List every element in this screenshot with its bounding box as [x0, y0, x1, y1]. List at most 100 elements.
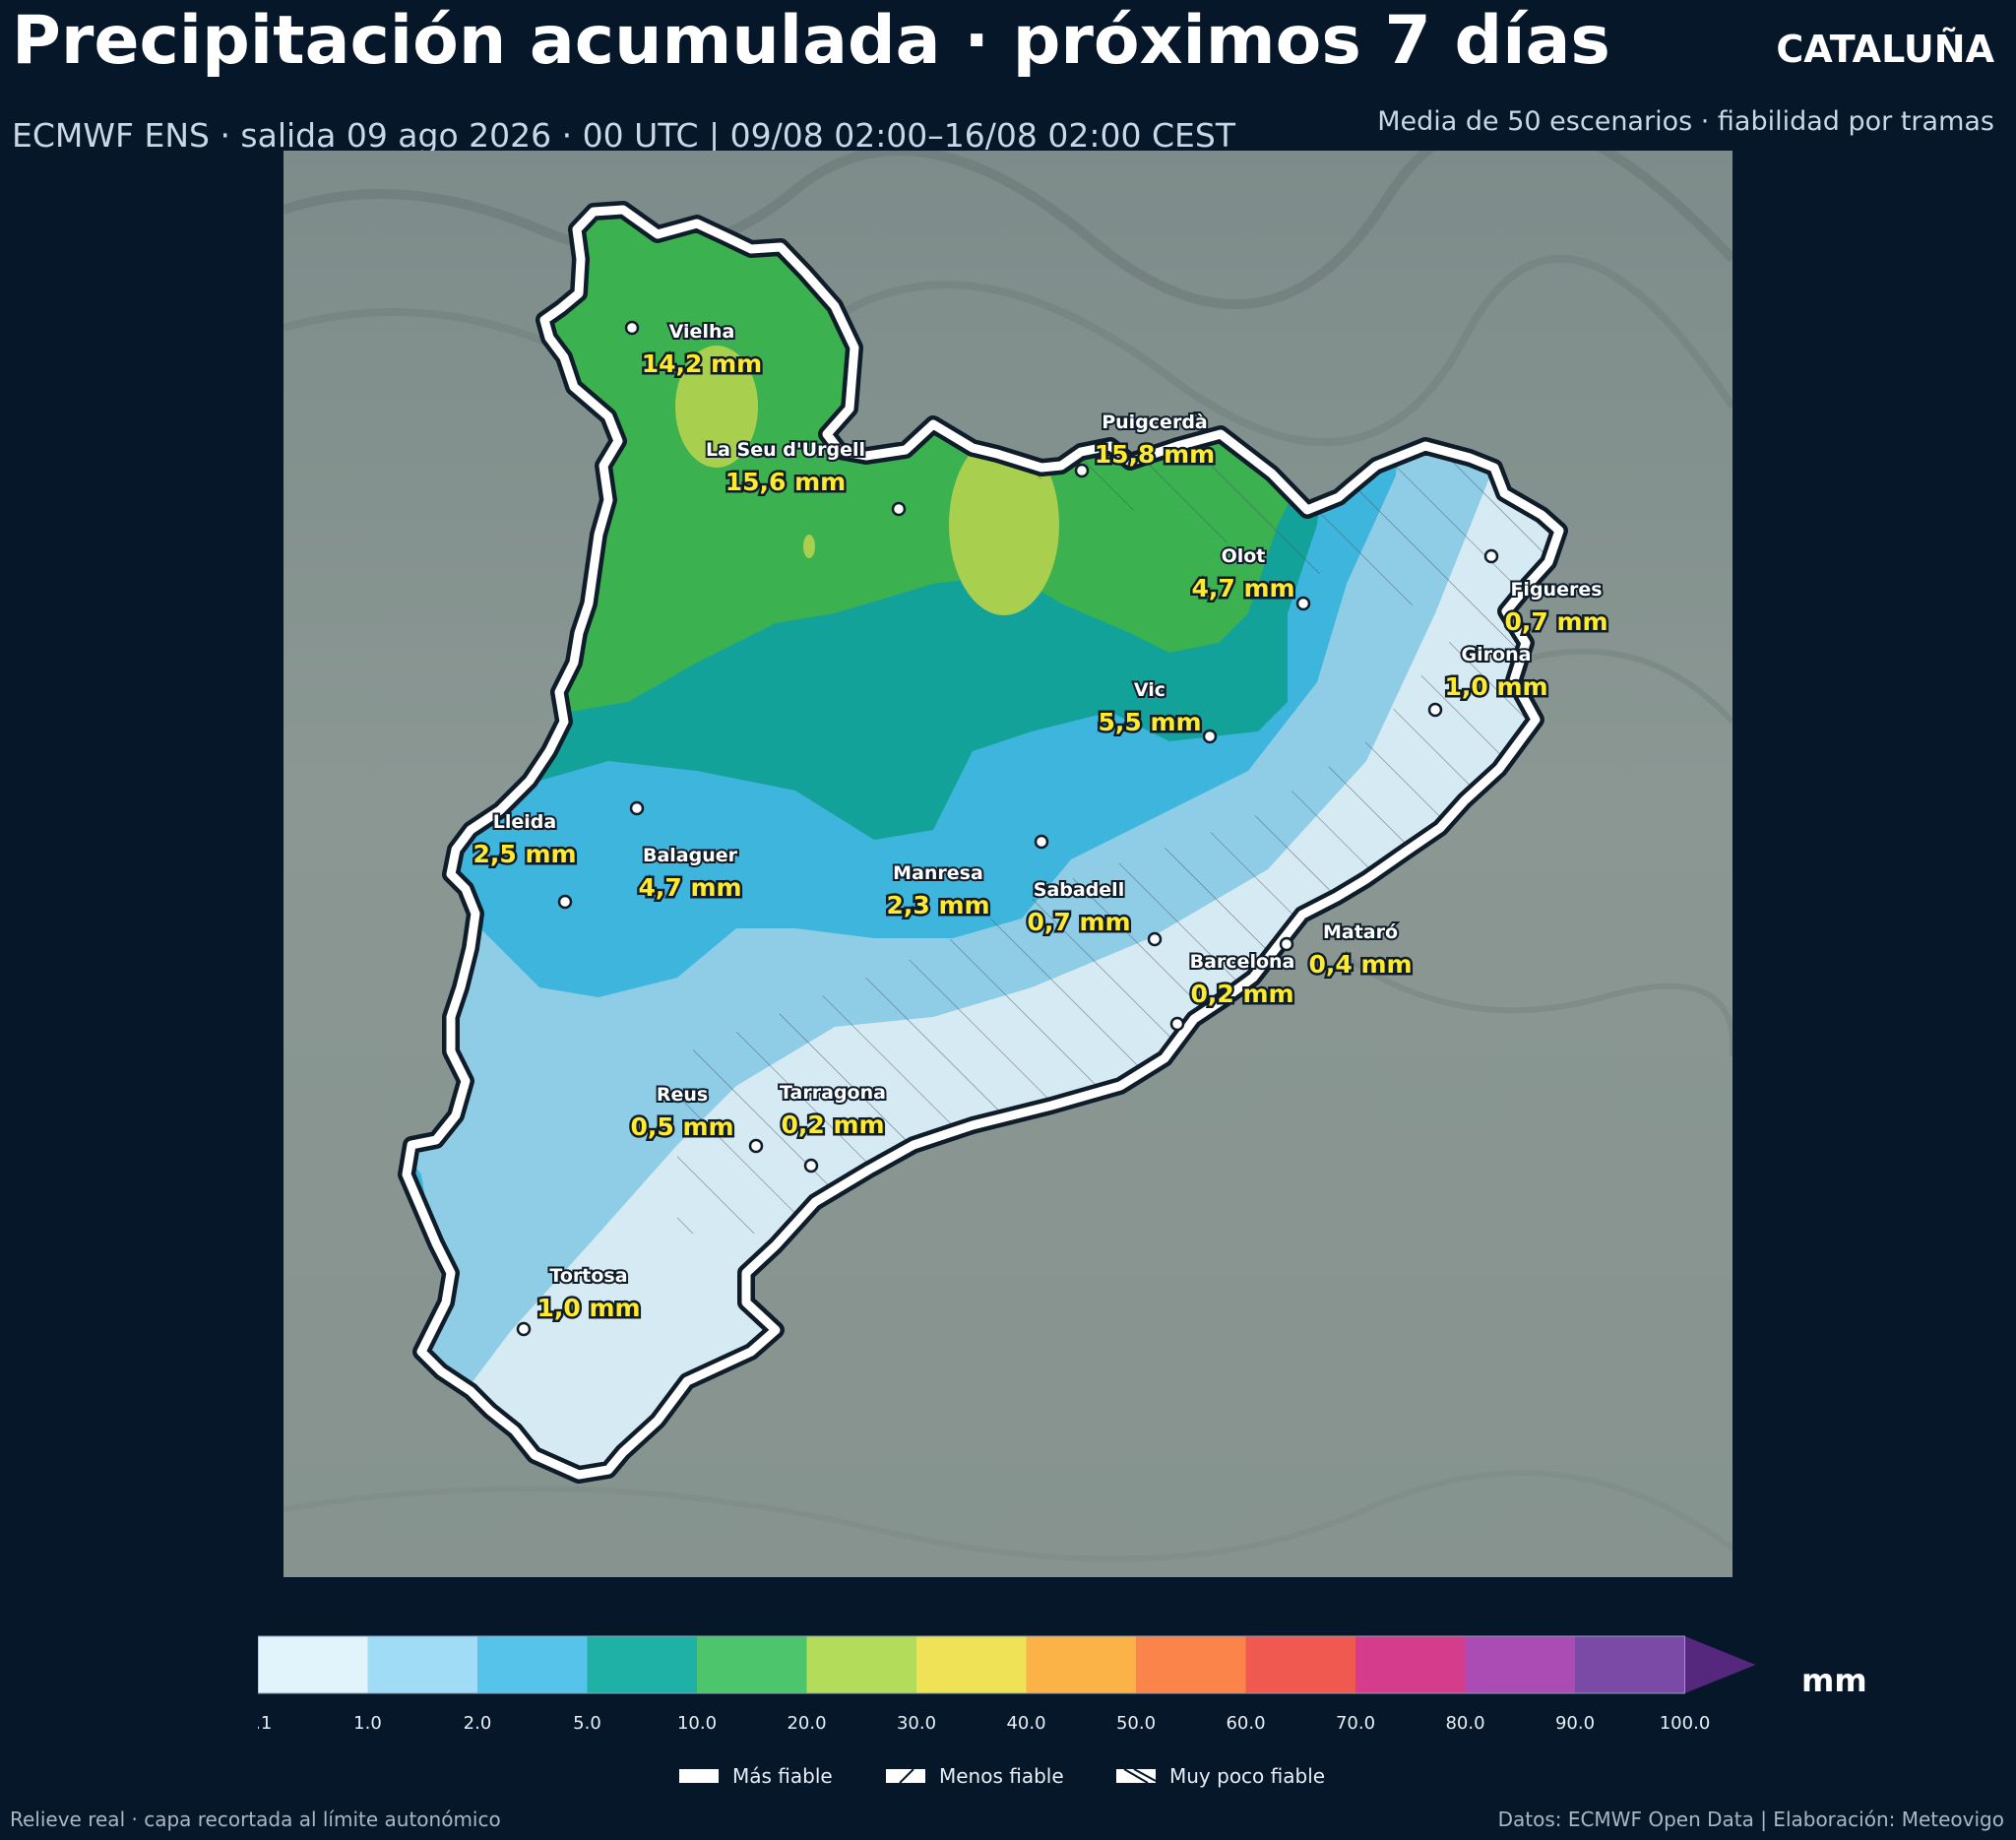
legend-label: Muy poco fiable — [1169, 1764, 1326, 1788]
city-name: Balaguer — [643, 845, 738, 866]
city-marker: Balaguer 4,7 mm — [629, 800, 744, 905]
legend-item-solid: Más fiable — [679, 1760, 833, 1792]
city-marker: Tarragona 0,2 mm — [778, 1080, 888, 1174]
city-precip-value: 5,5 mm — [1098, 708, 1201, 736]
colorbar-extend-arrow — [1684, 1636, 1756, 1693]
colorbar-tick-label: 100.0 — [1660, 1713, 1711, 1734]
colorbar-frame — [258, 1635, 1685, 1694]
cross-hatch-swatch — [1116, 1769, 1156, 1783]
city-name: Reus — [657, 1084, 708, 1106]
city-precip-value: 2,5 mm — [472, 840, 576, 868]
city-marker: Tortosa 1,0 mm — [516, 1263, 643, 1337]
colorbar-tick-label: 60.0 — [1226, 1713, 1265, 1734]
city-marker: Vielha 14,2 mm — [624, 319, 765, 381]
legend-label: Más fiable — [732, 1764, 833, 1788]
city-precip-value: 1,0 mm — [1444, 672, 1547, 701]
city-dot — [1483, 548, 1499, 564]
city-name: Mataró — [1323, 921, 1398, 943]
colorbar-cell — [258, 1636, 368, 1693]
city-precip-value: 2,3 mm — [886, 891, 989, 920]
city-name: Girona — [1462, 644, 1532, 666]
city-dot — [1427, 702, 1443, 718]
city-precip-value: 15,8 mm — [1095, 440, 1216, 469]
city-name: Tarragona — [780, 1082, 886, 1104]
city-dot — [1169, 1016, 1185, 1032]
city-precip-value: 0,2 mm — [781, 1110, 884, 1139]
city-marker: Puigcerdà 15,8 mm — [1074, 410, 1218, 478]
city-precip-value: 0,4 mm — [1308, 950, 1412, 979]
city-precip-value: 0,7 mm — [1504, 607, 1607, 636]
city-name: Vielha — [669, 321, 735, 343]
colorbar-cell — [477, 1636, 588, 1693]
city-dot — [803, 1158, 819, 1174]
city-marker: Lleida 2,5 mm — [471, 809, 579, 910]
city-precip-value: 15,6 mm — [725, 468, 847, 496]
city-name: Tortosa — [549, 1265, 627, 1287]
city-layer: Vielha 14,2 mm Puigcerdà 15,8 mm La Seu d'Ur… — [471, 319, 1610, 1337]
colorbar-tick-label: 5.0 — [573, 1713, 601, 1734]
colorbar-tick-label: 80.0 — [1445, 1713, 1484, 1734]
region-border — [402, 205, 1564, 1480]
city-dot — [1279, 936, 1294, 952]
city-dot — [629, 800, 645, 816]
city-marker: Girona 1,0 mm — [1427, 642, 1550, 718]
colorbar-tick-label: 70.0 — [1336, 1713, 1375, 1734]
city-name: Manresa — [893, 862, 983, 884]
city-dot — [1202, 729, 1218, 744]
colorbar-cell — [697, 1636, 807, 1693]
city-marker: Vic 5,5 mm — [1096, 677, 1218, 744]
city-name: Sabadell — [1034, 879, 1124, 901]
city-name: Vic — [1134, 679, 1166, 701]
city-marker: Reus 0,5 mm — [628, 1082, 764, 1154]
city-marker: Figueres 0,7 mm — [1483, 548, 1610, 639]
footer-credits: Datos: ECMWF Open Data | Elaboración: Me… — [1497, 1808, 2004, 1831]
legend-label: Menos fiable — [939, 1764, 1064, 1788]
city-name: Barcelona — [1190, 951, 1295, 973]
colorbar-cell — [806, 1636, 917, 1693]
precipitation-map: Vielha 14,2 mm Puigcerdà 15,8 mm La Seu d'Ur… — [284, 151, 1732, 1577]
city-precip-value: 0,7 mm — [1027, 908, 1130, 936]
colorbar: 0.1 1.0 2.0 5.0 10.0 20.0 30.0 40.0 50.0 60.0 70.0… — [258, 1635, 1756, 1734]
region-name: CATALUÑA — [1776, 28, 1994, 71]
city-name: La Seu d'Urgell — [706, 439, 865, 461]
city-precip-value: 0,2 mm — [1190, 980, 1293, 1008]
city-dot — [891, 501, 907, 517]
colorbar-tick-label: 1.0 — [353, 1713, 382, 1734]
colorbar-tick-label: 20.0 — [787, 1713, 826, 1734]
legend-item-cross-hatch: Muy poco fiable — [1116, 1760, 1325, 1792]
city-dot — [624, 320, 640, 336]
colorbar-cell — [367, 1636, 478, 1693]
city-precip-value: 0,5 mm — [630, 1112, 733, 1141]
colorbar-cell — [916, 1636, 1027, 1693]
city-precip-value: 4,7 mm — [638, 873, 741, 902]
city-marker: La Seu d'Urgell 15,6 mm — [704, 437, 907, 517]
colorbar-tick-label: 90.0 — [1555, 1713, 1595, 1734]
city-name: Puigcerdà — [1102, 412, 1208, 433]
city-dot — [1074, 463, 1090, 478]
colorbar-cell — [1245, 1636, 1356, 1693]
colorbar-cell — [587, 1636, 698, 1693]
solid-swatch — [679, 1769, 719, 1783]
map-subtitle: ECMWF ENS · salida 09 ago 2026 · 00 UTC … — [12, 116, 1235, 155]
city-name: Lleida — [493, 811, 556, 833]
colorbar-tick-label: 40.0 — [1006, 1713, 1045, 1734]
city-precip-value: 4,7 mm — [1191, 574, 1294, 603]
colorbar-cell — [1136, 1636, 1246, 1693]
city-marker: Manresa 2,3 mm — [884, 834, 1049, 922]
colorbar-tick-label: 0.1 — [258, 1713, 272, 1734]
city-precip-value: 14,2 mm — [642, 349, 763, 378]
hatch-swatch — [886, 1769, 925, 1783]
colorbar-unit: mm — [1801, 1662, 1867, 1699]
city-dot — [557, 894, 573, 910]
city-precip-value: 1,0 mm — [536, 1294, 640, 1322]
city-dot — [516, 1321, 532, 1337]
map-title: Precipitación acumulada · próximos 7 día… — [12, 2, 1610, 80]
colorbar-cell — [1465, 1636, 1576, 1693]
colorbar-cell — [1575, 1636, 1685, 1693]
city-dot — [1147, 931, 1163, 947]
city-marker: Barcelona 0,2 mm — [1169, 949, 1296, 1032]
footer-relief-note: Relieve real · capa recortada al límite … — [10, 1808, 501, 1831]
city-name: Figueres — [1510, 579, 1602, 601]
city-dot — [1034, 834, 1049, 850]
colorbar-tick-label: 50.0 — [1116, 1713, 1156, 1734]
